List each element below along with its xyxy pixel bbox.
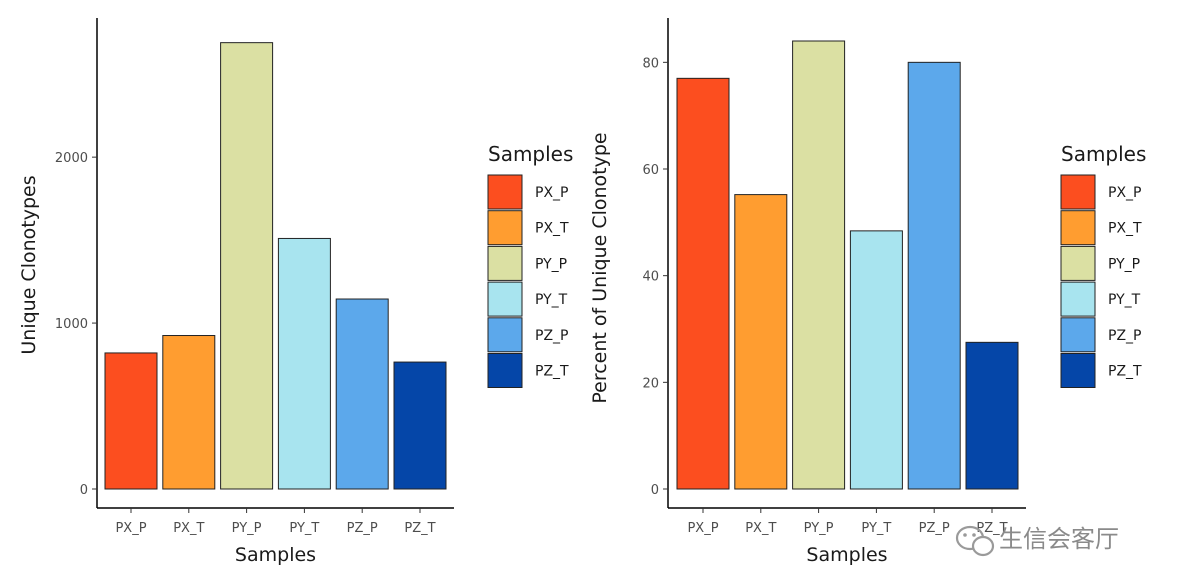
legend-swatch bbox=[487, 245, 523, 281]
bar-pz-t bbox=[965, 341, 1019, 490]
bar-py-p bbox=[220, 42, 274, 490]
legend: Samples PX_P PX_T PY_P PY_T PZ_P PZ_T bbox=[1060, 142, 1146, 388]
x-tick-label: PZ_P bbox=[347, 521, 378, 536]
legend-swatch bbox=[1060, 281, 1096, 317]
bar-pz-p bbox=[907, 61, 961, 490]
legend-swatch bbox=[1060, 317, 1096, 353]
legend: Samples PX_P PX_T PY_P PY_T PZ_P PZ_T bbox=[487, 142, 573, 388]
legend-label: PY_T bbox=[535, 292, 568, 308]
bar-py-p bbox=[792, 40, 846, 490]
legend-swatch bbox=[1060, 353, 1096, 388]
x-tick-label: PY_T bbox=[861, 521, 891, 536]
x-tick-label: PY_P bbox=[804, 521, 834, 536]
bar-px-p bbox=[104, 352, 158, 490]
y-tick-label: 20 bbox=[642, 376, 659, 391]
bar-py-t bbox=[277, 237, 331, 490]
legend-label: PY_P bbox=[535, 256, 567, 272]
legend-swatch bbox=[487, 210, 523, 246]
x-tick-label: PY_P bbox=[232, 521, 262, 536]
bar-py-t bbox=[849, 230, 903, 490]
legend-title: Samples bbox=[1061, 142, 1146, 166]
legend-swatch bbox=[487, 353, 523, 388]
y-tick-label: 1000 bbox=[55, 317, 88, 332]
x-tick-label: PX_T bbox=[173, 521, 204, 536]
bars bbox=[676, 40, 1019, 490]
legend-swatch bbox=[487, 317, 523, 353]
legend-label: PZ_P bbox=[1108, 328, 1141, 344]
x-tick-label: PZ_T bbox=[976, 521, 1007, 536]
bar-px-t bbox=[734, 194, 788, 490]
x-tick-label: PX_P bbox=[115, 521, 146, 536]
legend-label: PZ_P bbox=[535, 328, 568, 344]
bar-pz-t bbox=[393, 361, 447, 490]
bar-px-p bbox=[676, 77, 730, 490]
y-tick-label: 0 bbox=[651, 483, 659, 498]
y-tick-label: 2000 bbox=[55, 151, 88, 166]
legend-swatch bbox=[1060, 245, 1096, 281]
legend-swatch bbox=[1060, 210, 1096, 246]
x-axis-title: Samples bbox=[235, 544, 316, 566]
x-tick-label: PZ_P bbox=[919, 521, 950, 536]
x-tick-label: PX_T bbox=[745, 521, 776, 536]
x-axis-title: Samples bbox=[806, 544, 887, 566]
y-tick-label: 40 bbox=[642, 270, 659, 285]
y-tick-label: 0 bbox=[80, 483, 88, 498]
bar-px-t bbox=[162, 335, 216, 490]
y-tick-label: 80 bbox=[642, 56, 659, 71]
watermark: 生信会客厅 bbox=[955, 525, 1119, 557]
wechat-icon bbox=[955, 525, 995, 557]
legend-title: Samples bbox=[488, 142, 573, 166]
watermark-text: 生信会客厅 bbox=[999, 525, 1119, 553]
legend-label: PZ_T bbox=[535, 364, 569, 380]
legend-label: PX_T bbox=[1108, 221, 1142, 237]
legend-label: PX_P bbox=[535, 185, 568, 201]
legend-label: PY_T bbox=[1108, 292, 1141, 308]
x-tick-label: PZ_T bbox=[404, 521, 435, 536]
bars bbox=[104, 42, 447, 490]
legend-label: PX_T bbox=[535, 221, 569, 237]
legend-swatch bbox=[487, 174, 523, 210]
legend-label: PX_P bbox=[1108, 185, 1141, 201]
x-tick-label: PX_P bbox=[687, 521, 718, 536]
legend-swatch bbox=[1060, 174, 1096, 210]
legend-label: PY_P bbox=[1108, 256, 1140, 272]
bar-pz-p bbox=[335, 298, 389, 490]
y-axis-title: Percent of Unique Clonotype bbox=[589, 132, 611, 403]
legend-swatch bbox=[487, 281, 523, 317]
legend-label: PZ_T bbox=[1108, 364, 1142, 380]
x-tick-label: PY_T bbox=[289, 521, 319, 536]
y-tick-label: 60 bbox=[642, 163, 659, 178]
y-axis-title: Unique Clonotypes bbox=[18, 175, 40, 354]
